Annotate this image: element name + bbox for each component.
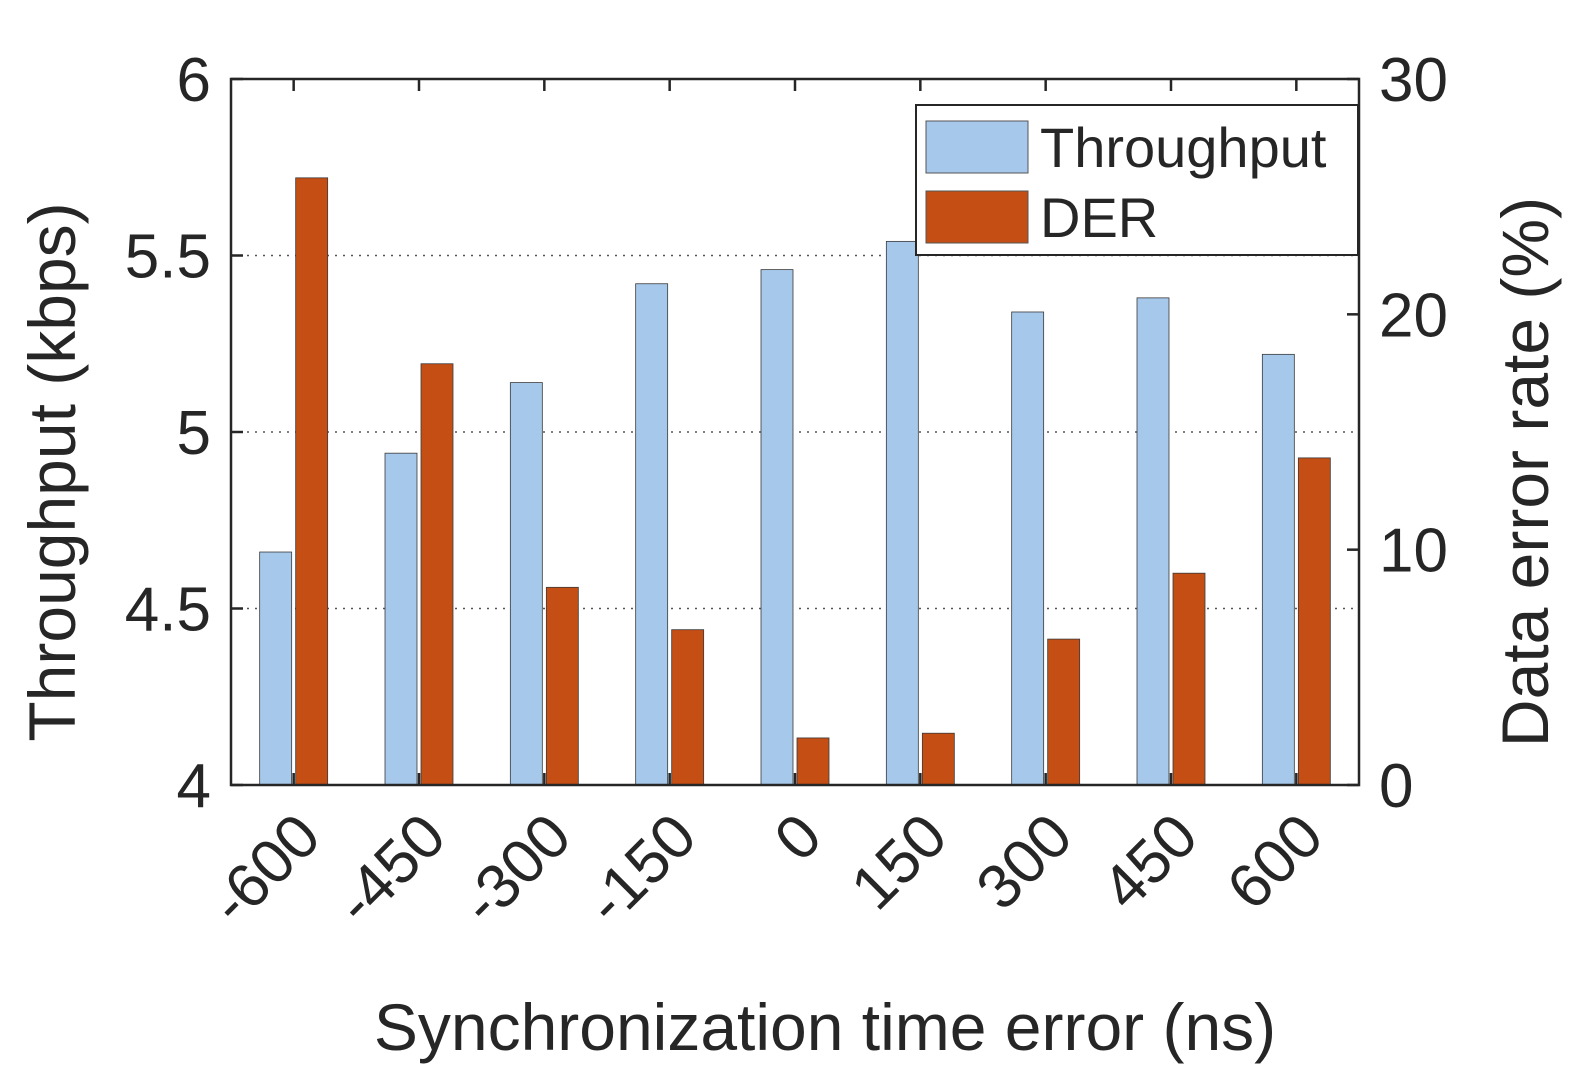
bar-throughput--150 [635, 283, 669, 786]
y-right-tick-label: 10 [1379, 517, 1448, 586]
bar-der--150 [671, 629, 705, 786]
x-tick-label: -450 [322, 801, 459, 938]
y-left-tick-label: 5.5 [125, 223, 211, 292]
bar-der--600 [295, 177, 329, 786]
bar-throughput-450 [1136, 297, 1170, 786]
bar-throughput-600 [1261, 353, 1295, 786]
x-axis-label: Synchronization time error (ns) [374, 990, 1276, 1064]
y-right-tick-label: 0 [1379, 752, 1413, 821]
x-tick-label: 150 [838, 801, 960, 923]
bar-der-600 [1297, 457, 1331, 786]
x-tick-label: 300 [964, 801, 1086, 923]
x-tick-label: 600 [1214, 801, 1336, 923]
bar-throughput--600 [259, 551, 293, 786]
legend: Throughput DER [915, 104, 1359, 256]
x-tick-label: -300 [448, 801, 585, 938]
legend-label-throughput: Throughput [1040, 116, 1327, 179]
bar-der-450 [1172, 572, 1206, 786]
ticks [231, 77, 1359, 787]
x-tick-label: 450 [1089, 801, 1211, 923]
bar-throughput--300 [509, 382, 543, 786]
x-tick-label: -150 [573, 801, 710, 938]
bar-throughput-300 [1011, 311, 1045, 786]
x-tick-label: -600 [197, 801, 334, 938]
bar-der-150 [921, 732, 955, 786]
bar-der-0 [796, 737, 830, 786]
y-left-tick-label: 6 [177, 46, 211, 115]
bar-throughput-0 [760, 269, 794, 786]
legend-label-der: DER [1040, 186, 1158, 249]
bar-der-300 [1047, 638, 1081, 786]
y-right-tick-label: 20 [1379, 281, 1448, 350]
legend-swatch-der [925, 190, 1029, 244]
y-left-tick-label: 5 [177, 399, 211, 468]
y-axis-right-label: Data error rate (%) [1488, 197, 1562, 747]
y-axis-left-label: Throughput (kbps) [15, 202, 89, 741]
bar-der--300 [545, 586, 579, 786]
y-left-tick-label: 4 [177, 752, 211, 821]
y-left-tick-label: 4.5 [125, 576, 211, 645]
bar-throughput-150 [885, 240, 919, 786]
bar-der--450 [420, 363, 454, 786]
x-tick-label: 0 [762, 801, 835, 874]
bar-throughput--450 [384, 452, 418, 786]
y-right-tick-label: 30 [1379, 46, 1448, 115]
bars [259, 177, 1331, 786]
legend-swatch-throughput [925, 120, 1029, 174]
